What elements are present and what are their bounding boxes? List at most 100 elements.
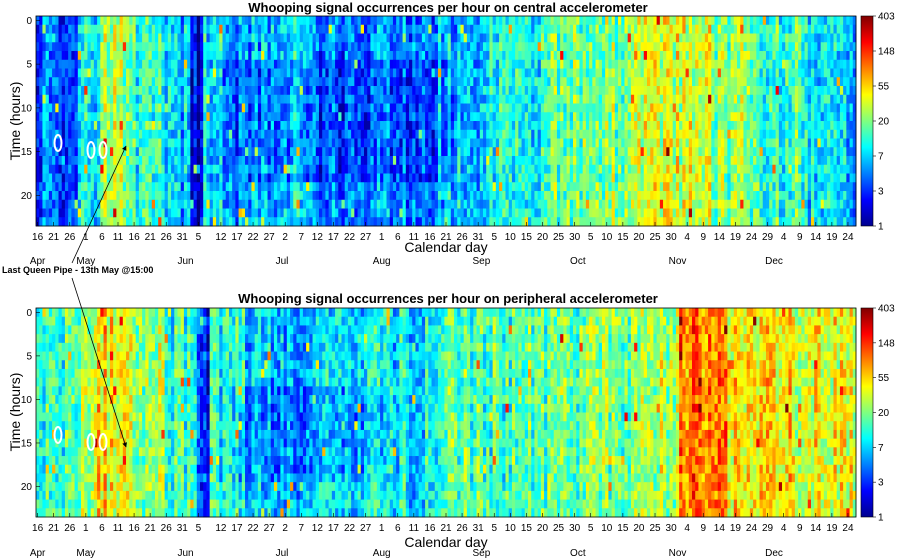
heatmap-cell — [64, 112, 69, 122]
heatmap-cell — [71, 173, 75, 183]
heatmap-cell — [77, 86, 82, 96]
heatmap-cell — [499, 208, 503, 218]
heatmap-cell — [531, 77, 535, 87]
heatmap-cell — [692, 42, 696, 52]
heatmap-cell — [646, 16, 651, 26]
heatmap-cell — [566, 59, 571, 69]
heatmap-cell — [354, 199, 358, 209]
heatmap-cell — [71, 182, 75, 192]
heatmap-cell — [296, 217, 301, 227]
heatmap-cell — [61, 59, 66, 69]
heatmap-cell — [148, 182, 153, 192]
heatmap-cell — [200, 51, 204, 61]
heatmap-cell — [36, 173, 40, 183]
heatmap-cell — [203, 94, 207, 104]
heatmap-cell — [618, 121, 622, 131]
heatmap-cell — [135, 77, 140, 87]
heatmap-cell — [48, 77, 53, 87]
heatmap-cell — [663, 94, 667, 104]
heatmap-cell — [55, 138, 59, 148]
heatmap-cell — [409, 164, 413, 174]
heatmap-cell — [692, 208, 696, 218]
heatmap-cell — [595, 33, 600, 43]
heatmap-cell — [187, 24, 191, 34]
heatmap-cell — [93, 42, 98, 52]
heatmap-cell — [592, 42, 596, 52]
heatmap-cell — [55, 86, 59, 96]
heatmap-cell — [601, 16, 606, 26]
heatmap-cell — [161, 16, 166, 26]
heatmap-cell — [36, 182, 40, 192]
heatmap-cell — [180, 59, 185, 69]
heatmap-cell — [682, 121, 686, 131]
heatmap-cell — [614, 33, 619, 43]
heatmap-cell — [71, 94, 75, 104]
heatmap-cell — [174, 173, 178, 183]
heatmap-cell — [399, 182, 403, 192]
heatmap-cell — [653, 24, 658, 34]
heatmap-cell — [396, 164, 400, 174]
heatmap-cell — [608, 191, 613, 201]
heatmap-cell — [306, 182, 310, 192]
heatmap-cell — [466, 173, 471, 183]
heatmap-cell — [164, 51, 169, 61]
heatmap-cell — [142, 86, 146, 96]
heatmap-cell — [556, 217, 561, 227]
heatmap-cell — [364, 59, 368, 69]
heatmap-cell — [264, 147, 268, 157]
heatmap-cell — [402, 112, 407, 122]
heatmap-cell — [460, 86, 465, 96]
heatmap-cell — [659, 208, 664, 218]
heatmap-cell — [209, 77, 214, 87]
heatmap-cell — [203, 156, 207, 166]
heatmap-cell — [212, 138, 217, 148]
heatmap-cell — [264, 77, 268, 87]
heatmap-cell — [502, 129, 506, 139]
heatmap-cell — [293, 59, 297, 69]
heatmap-cell — [360, 33, 365, 43]
heatmap-cell — [679, 16, 683, 26]
heatmap-cell — [553, 94, 558, 104]
heatmap-cell — [302, 121, 307, 131]
heatmap-cell — [679, 173, 683, 183]
heatmap-cell — [158, 112, 162, 122]
heatmap-cell — [592, 138, 596, 148]
heatmap-cell — [77, 121, 82, 131]
heatmap-cell — [52, 217, 56, 227]
heatmap-cell — [550, 164, 555, 174]
heatmap-cell — [177, 103, 182, 113]
heatmap-cell — [679, 147, 683, 157]
heatmap-cell — [672, 138, 677, 148]
heatmap-cell — [486, 68, 490, 78]
heatmap-cell — [656, 24, 661, 34]
heatmap-cell — [64, 164, 69, 174]
heatmap-cell — [129, 138, 133, 148]
heatmap-cell — [145, 217, 149, 227]
heatmap-cell — [171, 103, 175, 113]
heatmap-cell — [193, 94, 198, 104]
heatmap-cell — [463, 112, 468, 122]
heatmap-cell — [405, 86, 410, 96]
heatmap-cell — [412, 68, 416, 78]
heatmap-cell — [238, 51, 243, 61]
heatmap-cell — [495, 164, 500, 174]
heatmap-cell — [444, 103, 449, 113]
heatmap-cell — [100, 68, 104, 78]
heatmap-cell — [309, 138, 313, 148]
heatmap-cell — [389, 173, 394, 183]
heatmap-cell — [45, 68, 50, 78]
heatmap-cell — [360, 112, 365, 122]
heatmap-cell — [187, 147, 191, 157]
heatmap-cell — [437, 138, 442, 148]
heatmap-cell — [113, 77, 117, 87]
heatmap-cell — [614, 129, 619, 139]
heatmap-cell — [402, 51, 407, 61]
heatmap-cell — [454, 33, 458, 43]
heatmap-cell — [486, 86, 490, 96]
heatmap-cell — [389, 33, 394, 43]
heatmap-cell — [61, 173, 66, 183]
heatmap-cell — [666, 173, 670, 183]
heatmap-cell — [113, 182, 117, 192]
heatmap-cell — [55, 208, 59, 218]
heatmap-cell — [627, 199, 632, 209]
